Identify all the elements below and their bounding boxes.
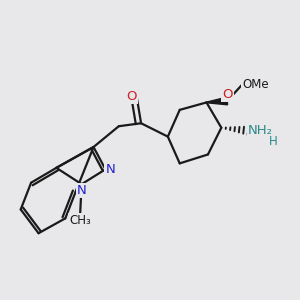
Text: CH₃: CH₃ bbox=[69, 214, 91, 227]
Text: H: H bbox=[269, 135, 278, 148]
Text: OMe: OMe bbox=[242, 78, 269, 91]
Text: N: N bbox=[77, 184, 86, 197]
Text: O: O bbox=[126, 90, 136, 103]
Text: NH₂: NH₂ bbox=[248, 124, 273, 137]
Text: O: O bbox=[222, 88, 232, 101]
Text: N: N bbox=[105, 163, 115, 176]
Polygon shape bbox=[206, 97, 228, 105]
